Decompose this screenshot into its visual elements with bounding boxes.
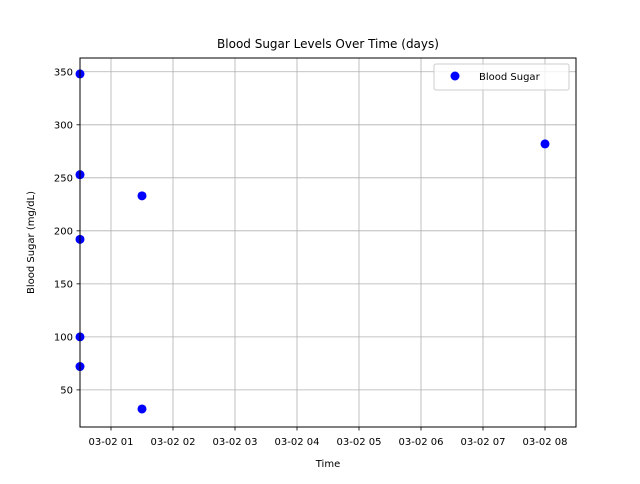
x-tick-label: 03-02 08 bbox=[523, 437, 568, 448]
x-tick-label: 03-02 05 bbox=[337, 437, 382, 448]
legend-marker bbox=[450, 71, 460, 81]
grid bbox=[80, 58, 576, 427]
y-tick-label: 250 bbox=[54, 173, 73, 184]
data-point bbox=[540, 139, 550, 149]
chart-title: Blood Sugar Levels Over Time (days) bbox=[217, 37, 439, 51]
data-point bbox=[137, 404, 147, 414]
x-axis-label: Time bbox=[315, 459, 340, 470]
x-tick-label: 03-02 03 bbox=[213, 437, 258, 448]
x-tick-label: 03-02 02 bbox=[151, 437, 196, 448]
y-tick-label: 300 bbox=[54, 120, 73, 131]
y-tick-label: 200 bbox=[54, 226, 73, 237]
y-tick-label: 150 bbox=[54, 279, 73, 290]
x-tick-label: 03-02 07 bbox=[461, 437, 506, 448]
y-tick-label: 50 bbox=[60, 385, 73, 396]
y-tick-label: 350 bbox=[54, 67, 73, 78]
axes-frame bbox=[79, 57, 577, 428]
legend: Blood Sugar bbox=[433, 63, 570, 91]
legend-box bbox=[433, 63, 570, 91]
y-tick-label: 100 bbox=[54, 332, 73, 343]
x-tick-label: 03-02 01 bbox=[89, 437, 134, 448]
x-tick-label: 03-02 06 bbox=[399, 437, 444, 448]
axis-ticks: 50 100 150 200 250 300 350 03-02 01 03-02 02 03-0… bbox=[54, 67, 568, 448]
data-point bbox=[137, 191, 147, 201]
legend-label: Blood Sugar bbox=[479, 72, 541, 83]
x-tick-label: 03-02 04 bbox=[275, 437, 320, 448]
y-axis-label: Blood Sugar (mg/dL) bbox=[26, 191, 37, 294]
